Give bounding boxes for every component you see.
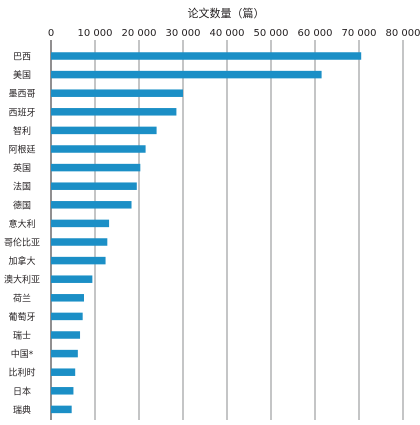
bar-6 [51,145,146,153]
bar-11 [51,238,108,246]
gridlines [94,40,404,420]
bar-10 [51,219,110,228]
category-label-11: 哥伦比亚 [4,237,40,249]
category-label-10: 意大利 [8,218,35,230]
category-label-4: 西班牙 [8,106,35,118]
bar-18 [51,368,76,376]
x-axis-title: 论文数量（篇） [188,6,265,20]
category-label-15: 葡萄牙 [8,311,35,323]
x-tick-label-80000: 80 000 [386,28,420,39]
category-label-1: 巴西 [13,52,31,63]
bar-12 [51,256,106,265]
category-label-14: 荷兰 [13,292,31,304]
category-label-20: 瑞典 [13,404,31,416]
category-labels: 巴西美国墨西哥西班牙智利阿根廷英国法国德国意大利哥伦比亚加拿大澳大利亚荷兰葡萄牙… [4,52,40,416]
category-label-13: 澳大利亚 [4,274,40,286]
category-label-6: 阿根廷 [8,144,35,156]
category-label-5: 智利 [13,125,31,137]
category-label-9: 德国 [13,199,31,211]
category-label-17: 中国* [11,348,34,360]
category-label-19: 日本 [13,385,31,397]
x-tick-label-10000: 10 000 [78,28,113,39]
category-label-8: 法国 [13,181,31,193]
bar-4 [51,108,177,116]
x-tick-label-0: 0 [48,28,54,39]
x-tick-label-50000: 50 000 [254,28,289,39]
category-label-7: 英国 [13,162,31,174]
bars [51,52,362,414]
category-label-2: 美国 [13,69,31,81]
x-tick-label-60000: 60 000 [298,28,333,39]
x-tick-label-40000: 40 000 [210,28,245,39]
bar-13 [51,275,93,283]
category-label-12: 加拿大 [8,255,35,267]
bar-8 [51,182,137,190]
bar-17 [51,349,78,358]
x-tick-label-30000: 30 000 [166,28,201,39]
category-label-16: 瑞士 [13,330,31,342]
category-label-18: 比利时 [8,367,35,379]
x-tick-label-70000: 70 000 [342,28,377,39]
x-axis-ticks: 0 10 000 20 000 30 000 40 000 50 000 60 000 70 … [48,28,420,39]
bar-7 [51,163,141,172]
bar-14 [51,294,84,302]
bar-15 [51,312,83,321]
category-label-3: 墨西哥 [8,89,35,100]
bar-5 [51,126,157,135]
bar-3 [51,89,183,97]
bar-16 [51,331,81,339]
bar-20 [51,405,72,414]
bar-19 [51,387,74,395]
bar-9 [51,201,132,209]
x-tick-label-20000: 20 000 [122,28,157,39]
bar-1 [51,52,362,60]
bar-2 [51,70,322,79]
